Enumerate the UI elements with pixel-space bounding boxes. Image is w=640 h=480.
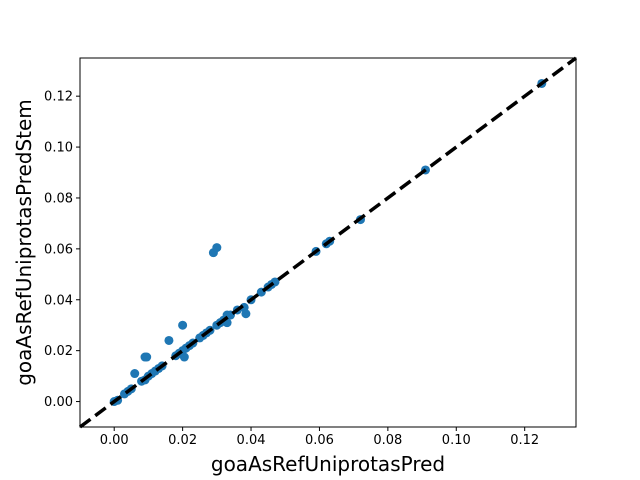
data-point xyxy=(142,352,152,362)
reference-line-layer xyxy=(78,56,578,429)
x-tick-label: 0.10 xyxy=(442,433,471,448)
y-tick-label: 0.00 xyxy=(44,395,73,410)
y-tick-label: 0.08 xyxy=(44,191,73,206)
x-tick-label: 0.00 xyxy=(100,433,129,448)
data-point xyxy=(179,352,189,362)
x-axis-ticks: 0.00 0.02 0.04 0.06 0.08 0.10 0.12 xyxy=(100,427,539,448)
y-tick-label: 0.06 xyxy=(44,242,73,257)
x-tick-label: 0.02 xyxy=(168,433,197,448)
plot-frame xyxy=(79,57,577,428)
x-tick-label: 0.12 xyxy=(510,433,539,448)
y-tick-label: 0.04 xyxy=(44,293,73,308)
x-tick-label: 0.06 xyxy=(305,433,334,448)
data-point xyxy=(164,335,174,345)
data-point xyxy=(178,320,188,330)
data-point xyxy=(241,309,251,319)
data-point xyxy=(212,243,222,253)
y-tick-label: 0.02 xyxy=(44,344,73,359)
x-axis-label: goaAsRefUniprotasPred xyxy=(211,452,445,476)
y-axis-label: goaAsRefUniprotasPredStem xyxy=(12,99,36,386)
y-tick-label: 0.12 xyxy=(44,90,73,105)
reference-line xyxy=(78,56,578,429)
y-tick-label: 0.10 xyxy=(44,141,73,156)
x-tick-label: 0.08 xyxy=(373,433,402,448)
x-tick-label: 0.04 xyxy=(237,433,266,448)
data-point xyxy=(130,369,140,379)
y-axis-ticks: 0.00 0.02 0.04 0.06 0.08 0.10 0.12 xyxy=(44,90,80,410)
